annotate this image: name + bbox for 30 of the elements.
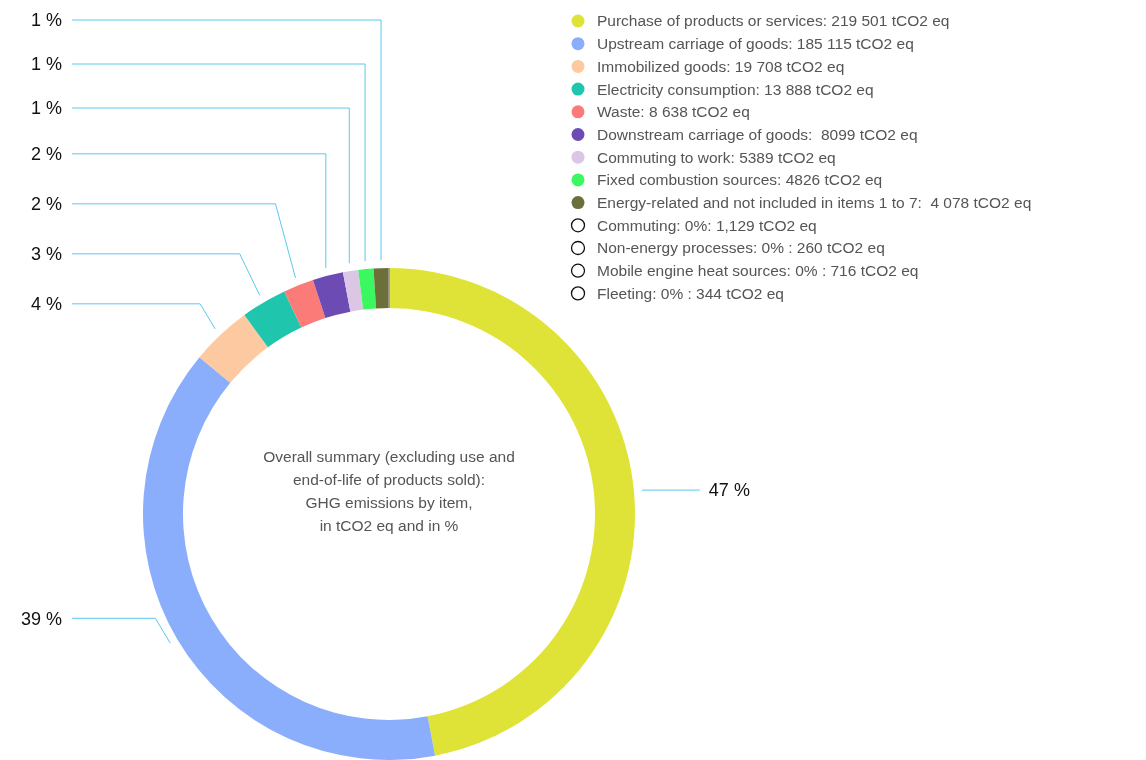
- legend-label: Non-energy processes: 0% : 260 tCO2 eq: [597, 239, 885, 257]
- data-label: 2 %: [30, 194, 62, 215]
- legend-label: Downstream carriage of goods: 8099 tCO2 eq: [597, 125, 918, 143]
- legend-label: Electricity consumption: 13 888 tCO2 eq: [597, 80, 874, 98]
- legend-label: Commuting: 0%: 1,129 tCO2 eq: [597, 216, 817, 234]
- data-label: 39 %: [20, 608, 62, 629]
- text: Overall summary (excluding use and end-of-life of products sold): GHG emissions by item, in tCO2 eq and in %: [263, 447, 515, 534]
- data-label: 1 %: [30, 98, 62, 119]
- donut-slice: [358, 268, 377, 310]
- legend-label: Immobilized goods: 19 708 tCO2 eq: [597, 57, 845, 75]
- donut-slice: [312, 272, 351, 319]
- legend-label: Fixed combustion sources: 4826 tCO2 eq: [597, 171, 883, 189]
- donut-slice: [284, 280, 326, 328]
- legend-label: Upstream carriage of goods: 185 115 tCO2 eq: [597, 35, 914, 53]
- legend-label: Commuting to work: 5389 tCO2 eq: [597, 148, 836, 166]
- legend-label: Fleeting: 0% : 344 tCO2 eq: [597, 284, 784, 302]
- data-label: 1 %: [30, 54, 62, 75]
- legend-label: Purchase of products or services: 219 501 tCO2 eq: [597, 12, 950, 30]
- data-label: 3 %: [30, 244, 62, 265]
- data-label: 4 %: [30, 294, 62, 315]
- legend-label: Energy-related and not included in items 1 to 7: 4 078 tCO2 eq: [597, 194, 1032, 212]
- data-label: 2 %: [30, 144, 62, 165]
- donut-slice: [342, 269, 364, 312]
- legend-label: Mobile engine heat sources: 0% : 716 tCO2 eq: [597, 262, 919, 280]
- donut-slice: [373, 268, 389, 309]
- data-label: 1 %: [30, 10, 62, 31]
- data-label: 47 %: [708, 480, 750, 501]
- legend-label: Waste: 8 638 tCO2 eq: [597, 103, 750, 121]
- donut-slice: [244, 291, 302, 348]
- donut-slice: [199, 314, 268, 383]
